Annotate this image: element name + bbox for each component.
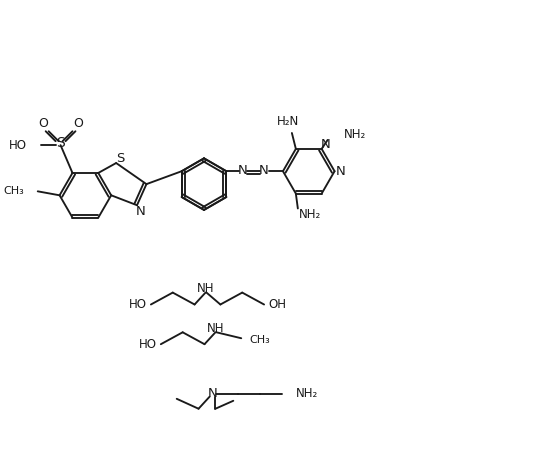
- Text: S: S: [56, 136, 65, 150]
- Text: N: N: [336, 165, 346, 178]
- Text: HO: HO: [129, 298, 147, 311]
- Text: N: N: [259, 164, 269, 177]
- Text: N: N: [136, 205, 146, 218]
- Text: N: N: [238, 164, 247, 177]
- Text: NH: NH: [207, 322, 224, 335]
- Text: H₂N: H₂N: [277, 115, 299, 127]
- Text: CH₃: CH₃: [3, 186, 24, 196]
- Text: OH: OH: [268, 298, 286, 311]
- Text: N: N: [321, 138, 330, 152]
- Text: N: N: [208, 388, 217, 400]
- Text: HO: HO: [139, 337, 157, 351]
- Text: O: O: [38, 117, 47, 130]
- Text: O: O: [74, 117, 83, 130]
- Text: NH₂: NH₂: [343, 128, 366, 142]
- Text: NH: NH: [197, 282, 214, 295]
- Text: HO: HO: [9, 139, 27, 152]
- Text: CH₃: CH₃: [249, 335, 270, 345]
- Text: NH₂: NH₂: [299, 208, 321, 221]
- Text: S: S: [116, 152, 124, 165]
- Text: NH₂: NH₂: [296, 388, 318, 400]
